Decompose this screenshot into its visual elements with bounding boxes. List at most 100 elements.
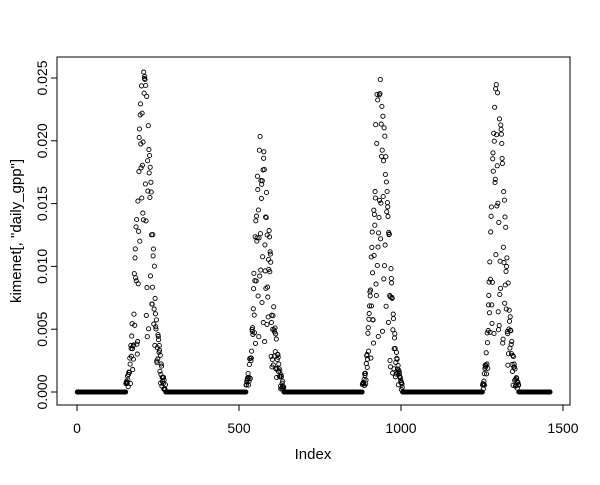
data-point [500, 244, 506, 250]
data-point [139, 195, 145, 201]
data-point [147, 152, 153, 159]
data-point [481, 371, 487, 377]
data-point [275, 352, 281, 358]
data-point [254, 173, 261, 179]
data-point [371, 211, 377, 217]
data-point [389, 280, 395, 286]
data-point [250, 325, 256, 331]
data-point [135, 198, 141, 204]
data-point [142, 76, 148, 83]
data-point [151, 306, 157, 312]
data-point [369, 270, 376, 276]
data-point [123, 389, 129, 395]
data-point [251, 270, 257, 276]
data-point [547, 389, 553, 395]
data-point [381, 125, 387, 131]
data-point [267, 269, 273, 275]
data-point [261, 149, 267, 155]
data-point [365, 330, 371, 336]
data-point [141, 90, 147, 96]
data-point [132, 322, 138, 328]
data-point [491, 138, 497, 144]
data-point [488, 204, 494, 210]
data-point [267, 249, 273, 255]
data-point [382, 133, 388, 139]
data-point [145, 158, 151, 164]
data-point [516, 382, 522, 388]
data-point [125, 377, 131, 383]
data-point [381, 263, 388, 269]
data-point [379, 328, 386, 334]
data-point [393, 349, 400, 355]
data-point [501, 189, 507, 195]
data-point [259, 178, 265, 184]
data-point [132, 246, 138, 252]
data-point [152, 295, 158, 301]
data-point [367, 293, 373, 299]
data-point [369, 244, 375, 250]
data-point [137, 101, 144, 107]
data-point [484, 340, 491, 346]
data-point [486, 310, 493, 316]
data-point [158, 361, 164, 367]
data-point [129, 321, 135, 327]
data-point [254, 238, 260, 244]
data-point [494, 203, 500, 209]
data-point [134, 216, 140, 223]
data-point [495, 90, 501, 96]
x-tick-label: 1000 [385, 420, 416, 436]
data-point [272, 325, 278, 331]
data-point [134, 341, 140, 347]
data-point [129, 333, 135, 339]
data-point [251, 286, 257, 292]
data-point [138, 165, 144, 171]
data-point [365, 325, 371, 331]
data-point [395, 362, 401, 369]
data-point [492, 104, 498, 110]
data-point [359, 389, 365, 395]
data-point [504, 255, 510, 261]
data-point [486, 279, 492, 285]
data-point [384, 209, 390, 215]
data-point [148, 189, 154, 195]
data-point [153, 324, 159, 330]
data-point [270, 313, 276, 319]
data-point [281, 384, 287, 390]
data-point [147, 194, 153, 201]
data-point [508, 328, 514, 334]
data-point [375, 97, 381, 103]
data-point [136, 134, 142, 141]
data-point [382, 242, 388, 248]
data-point [140, 139, 146, 145]
data-point [143, 312, 149, 318]
data-point [245, 371, 251, 377]
data-point [263, 189, 270, 196]
data-point [499, 160, 505, 166]
data-point [144, 334, 150, 340]
data-point [383, 303, 389, 309]
y-tick-label: 0.020 [34, 123, 50, 158]
data-point [390, 316, 397, 322]
plot-box [56, 56, 571, 406]
data-point [247, 375, 253, 381]
data-point [379, 147, 385, 153]
data-point [389, 295, 395, 301]
data-point [374, 91, 380, 98]
data-point [157, 352, 163, 358]
data-point [259, 299, 265, 306]
data-point [276, 366, 282, 372]
data-point [135, 339, 141, 345]
data-point [156, 337, 162, 343]
data-point [150, 253, 156, 259]
data-point [271, 304, 277, 310]
data-point [263, 215, 269, 221]
data-point [145, 188, 151, 194]
data-point [246, 378, 252, 385]
data-point [262, 242, 268, 248]
data-point [499, 140, 505, 147]
data-point [482, 382, 488, 388]
data-point [248, 358, 254, 364]
data-point [266, 228, 272, 234]
